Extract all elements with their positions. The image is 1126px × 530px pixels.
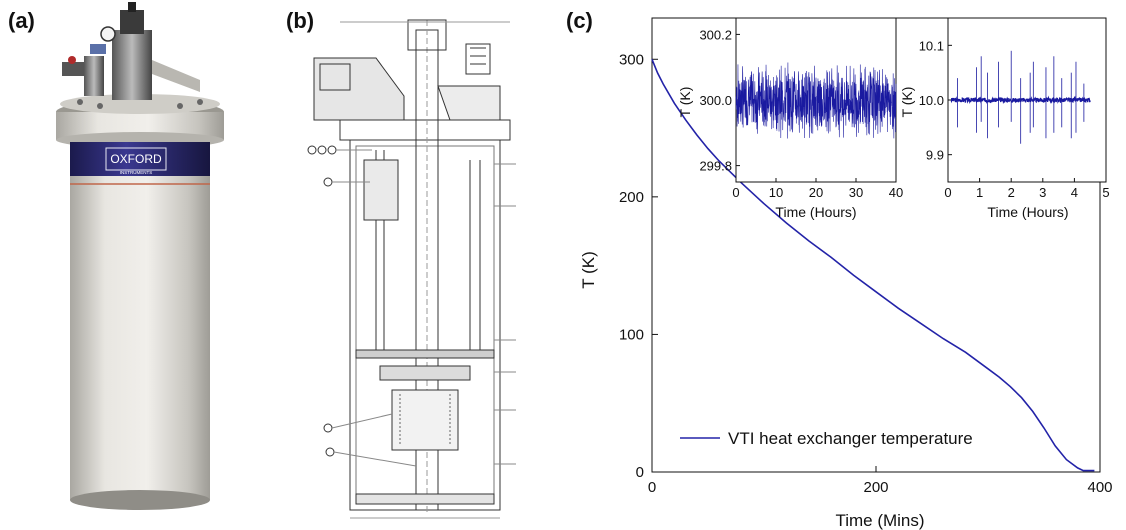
top-flange [339, 119, 511, 141]
bolt-2 [97, 103, 103, 109]
leader-3 [331, 413, 393, 429]
panel-label-a: (a) [8, 8, 35, 33]
bolt-3 [177, 103, 183, 109]
cryostat-body [70, 130, 210, 510]
main-plot [651, 58, 1095, 472]
inset-left-xlabel: Time (Hours) [775, 204, 856, 220]
inset-x-tick-label: 3 [1039, 185, 1046, 200]
inset-x-tick-label: 0 [944, 185, 951, 200]
inset-y-tick-label: 300.2 [699, 27, 732, 42]
callout-5 [323, 423, 333, 433]
right-housing [437, 85, 501, 121]
callout-6 [325, 447, 335, 457]
panel-label-c: (c) [566, 8, 593, 33]
inset-left-series [735, 62, 897, 139]
x-tick-label: 400 [1087, 479, 1112, 496]
callout-3 [327, 145, 337, 155]
series-line-vti [651, 58, 1095, 472]
top-cap [407, 19, 447, 51]
cryostat-illustration: OXFORD INSTRUMENTS [56, 2, 224, 510]
inset-y-tick-label: 10.0 [919, 93, 944, 108]
right-fitting [465, 43, 491, 75]
callout-2 [317, 145, 327, 155]
y-tick-label: 0 [636, 464, 644, 481]
side-valve [62, 62, 84, 76]
cryostat-base [70, 490, 210, 510]
magnet-coil [391, 389, 459, 451]
inset-x-tick-label: 20 [809, 185, 823, 200]
bolt-4 [197, 99, 203, 105]
x-tick-label: 0 [648, 479, 656, 496]
bottom-plate [355, 493, 495, 505]
y-tick-label: 100 [619, 326, 644, 343]
leader-4 [333, 451, 417, 467]
inset-left: 0 10 20 30 40 299.8 300.0 300.2 [699, 17, 903, 200]
inset-left-ylabel: T (K) [677, 87, 693, 118]
x-axis-label: Time (Mins) [835, 511, 924, 530]
central-tower [112, 30, 152, 100]
pressure-gauge-icon [100, 26, 116, 42]
inset-x-tick-label: 4 [1071, 185, 1078, 200]
inset-x-tick-label: 40 [889, 185, 903, 200]
callout-1 [307, 145, 317, 155]
inset-y-tick-label: 9.9 [926, 148, 944, 163]
y-tick-label: 300 [619, 51, 644, 68]
callout-4 [323, 177, 333, 187]
inset-x-tick-label: 30 [849, 185, 863, 200]
housing-box [319, 63, 351, 91]
inset-x-tick-label: 5 [1102, 185, 1109, 200]
inset-right-xlabel: Time (Hours) [987, 204, 1068, 220]
blue-fitting [90, 44, 106, 54]
y-axis-label: T (K) [579, 251, 598, 288]
y-tick-label: 200 [619, 189, 644, 206]
cryostat-schematic [307, 19, 516, 519]
inset-right: 0 1 2 3 4 5 9.9 10.0 10.1 [919, 17, 1110, 200]
inset-y-tick-label: 300.0 [699, 93, 732, 108]
inset-x-tick-label: 1 [976, 185, 983, 200]
legend-label: VTI heat exchanger temperature [728, 429, 973, 448]
inset-x-tick-label: 2 [1008, 185, 1015, 200]
bracket-arm [152, 60, 200, 92]
tower-top-knob [128, 2, 136, 12]
side-column [84, 56, 104, 96]
plate-1 [355, 349, 495, 359]
inset-y-tick-label: 299.8 [699, 159, 732, 174]
inset-y-tick-label: 10.1 [919, 38, 944, 53]
side-housing [313, 57, 405, 121]
bolt-1 [77, 99, 83, 105]
x-tick-label: 200 [863, 479, 888, 496]
red-valve-icon [68, 56, 76, 64]
inset-x-tick-label: 0 [732, 185, 739, 200]
logo-subtext: INSTRUMENTS [120, 170, 153, 175]
logo-text: OXFORD [110, 152, 162, 166]
inset-x-tick-label: 10 [769, 185, 783, 200]
panel-label-b: (b) [286, 8, 315, 33]
logo-box [105, 147, 167, 171]
tower-head [120, 10, 144, 34]
inset-right-ylabel: T (K) [899, 87, 915, 118]
internal-block [363, 159, 399, 221]
plate-2 [379, 365, 471, 381]
